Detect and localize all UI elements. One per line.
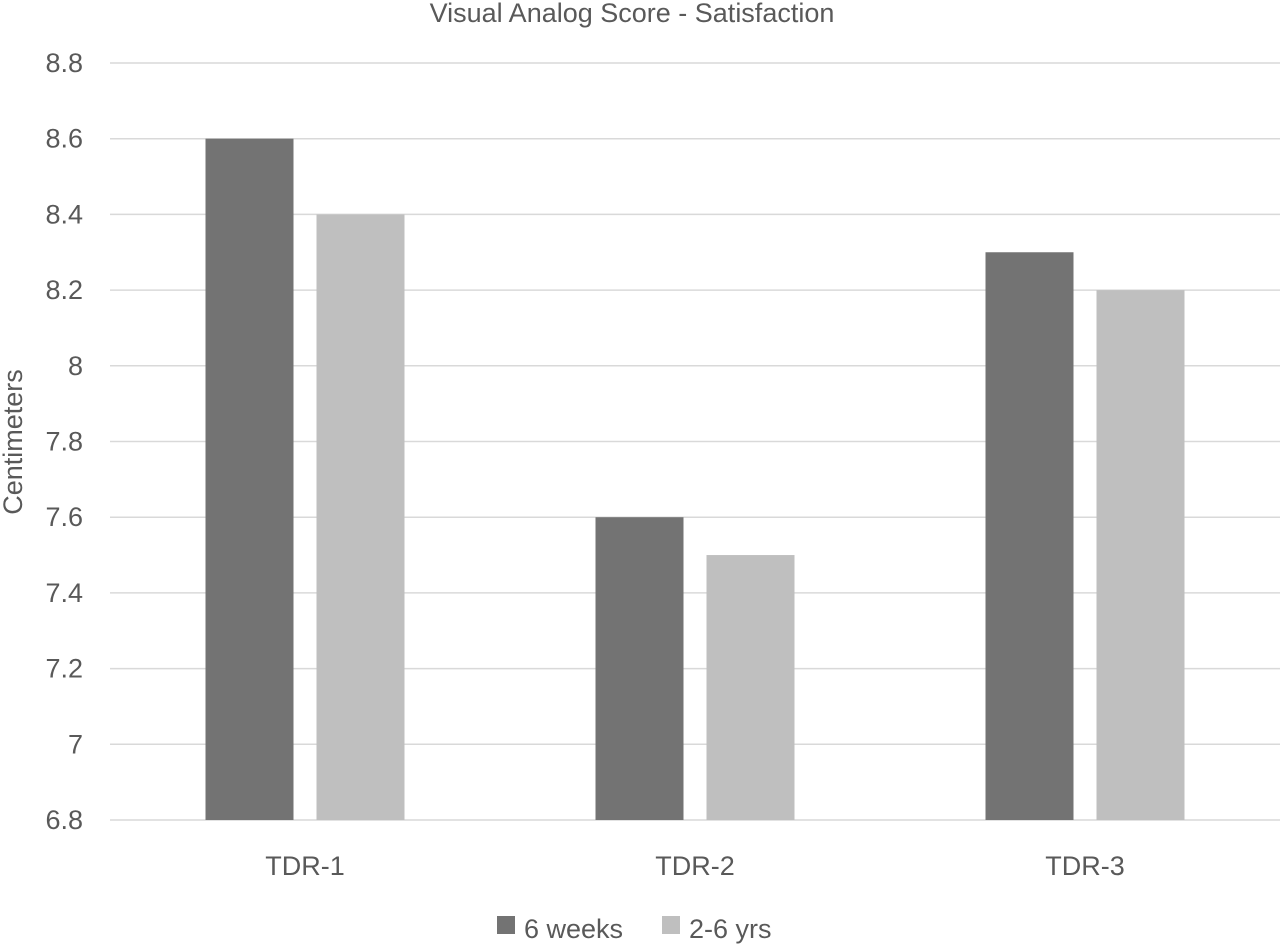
y-axis-label: Centimeters	[0, 369, 28, 515]
y-tick-label: 7.6	[45, 502, 83, 532]
y-tick-label: 7.4	[45, 578, 83, 608]
x-axis-categories: TDR-1 TDR-2 TDR-3	[265, 851, 1125, 881]
legend-swatch	[497, 916, 515, 934]
chart-title: Visual Analog Score - Satisfaction	[430, 0, 835, 28]
bars	[205, 138, 1185, 821]
legend-label: 6 weeks	[524, 914, 623, 944]
gridlines	[110, 62, 1280, 821]
bar-2-6-yrs-TDR-1	[316, 214, 405, 820]
y-tick-label: 7.8	[45, 427, 83, 457]
y-tick-label: 8.6	[45, 124, 83, 154]
y-tick-label: 8	[68, 351, 83, 381]
legend-label: 2-6 yrs	[689, 914, 772, 944]
bar-2-6-yrs-TDR-3	[1096, 290, 1185, 821]
y-axis-ticks: 6.8 7 7.2 7.4 7.6 7.8 8 8.2 8.4 8.6 8.8	[45, 48, 83, 835]
bar-6-weeks-TDR-2	[595, 517, 684, 820]
y-tick-label: 7	[68, 729, 83, 759]
y-tick-label: 7.2	[45, 654, 83, 684]
x-category-label: TDR-3	[1045, 851, 1125, 881]
y-tick-label: 8.4	[45, 199, 83, 229]
bar-2-6-yrs-TDR-2	[706, 555, 795, 820]
bar-6-weeks-TDR-3	[985, 252, 1074, 820]
legend-swatch	[662, 916, 680, 934]
y-tick-label: 8.2	[45, 275, 83, 305]
x-category-label: TDR-1	[265, 851, 345, 881]
bar-6-weeks-TDR-1	[205, 138, 294, 820]
x-category-label: TDR-2	[655, 851, 735, 881]
legend: 6 weeks 2-6 yrs	[497, 914, 772, 944]
y-tick-label: 6.8	[45, 805, 83, 835]
y-tick-label: 8.8	[45, 48, 83, 78]
